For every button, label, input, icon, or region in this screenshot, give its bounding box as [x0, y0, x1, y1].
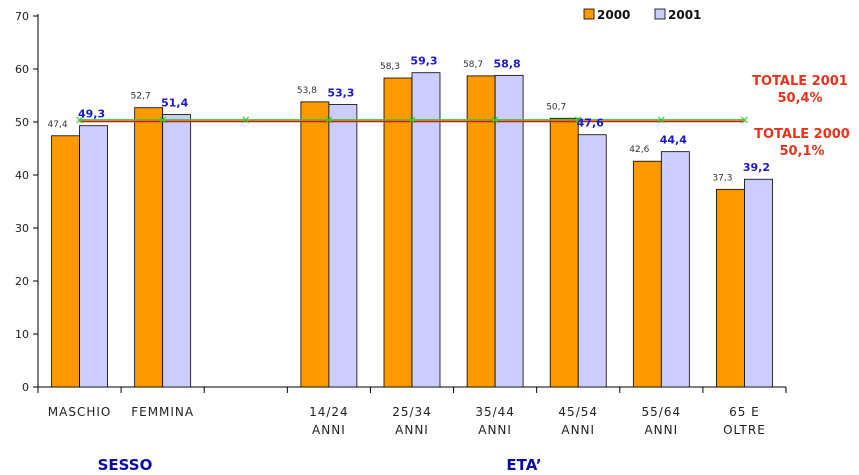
y-tick-label: 60 — [15, 63, 29, 76]
x-category-label: ANNI — [395, 423, 429, 437]
data-label-2001: 47,6 — [577, 117, 604, 130]
legend-swatch-2000 — [583, 8, 595, 20]
x-category-label: 45/54 — [558, 405, 598, 419]
data-label-2001: 51,4 — [161, 97, 188, 110]
x-category-label: ANNI — [644, 423, 678, 437]
total-2001-label: TOTALE 2001 — [752, 74, 848, 89]
data-label-2001: 59,3 — [410, 55, 437, 68]
y-tick-label: 40 — [15, 169, 29, 182]
total-2001-marker — [491, 116, 499, 124]
bar-2000 — [383, 77, 413, 388]
total-2000-label: TOTALE 2000 — [754, 127, 850, 142]
data-label-2001: 39,2 — [743, 161, 770, 174]
data-label-2001: 53,3 — [327, 87, 354, 100]
total-2001-marker — [76, 116, 83, 124]
x-category-label: ANNI — [478, 423, 512, 437]
data-label-2000: 47,4 — [48, 120, 68, 130]
y-tick-label: 30 — [15, 222, 29, 235]
x-category-label: 14/24 — [309, 405, 349, 419]
bar-2001 — [494, 74, 524, 388]
total-2001-marker — [159, 116, 167, 124]
legend-label-2001: 2001 — [668, 8, 701, 22]
data-label-2001: 58,8 — [494, 57, 521, 70]
y-tick-label: 0 — [22, 381, 29, 394]
total-annotations: TOTALE 2001 50,4% TOTALE 2000 50,1% — [752, 74, 850, 159]
y-tick-label: 20 — [15, 275, 29, 288]
x-category-label: FEMMINA — [131, 405, 194, 419]
bar-2000 — [466, 75, 496, 388]
x-category-label: ANNI — [312, 423, 346, 437]
axes: 0 10 20 30 40 50 60 70 MASCHIO FEMMINA 14/24 ANNI 25… — [15, 10, 787, 437]
group-labels: SESSO ETA’ — [98, 456, 542, 474]
x-category-label: ANNI — [561, 423, 595, 437]
bar-2000 — [134, 107, 164, 388]
legend-label-2000: 2000 — [597, 8, 630, 22]
total-2001-marker — [408, 116, 416, 124]
total-2001-marker — [657, 116, 665, 124]
y-tick-label: 10 — [15, 328, 29, 341]
bar-2000 — [300, 101, 330, 388]
bar-2001 — [79, 125, 108, 388]
data-label-2001: 44,4 — [660, 134, 687, 147]
total-2000-value: 50,1% — [779, 144, 824, 159]
data-label-2000: 58,7 — [463, 60, 483, 70]
total-2001-value: 50,4% — [777, 91, 822, 106]
bar-2000 — [549, 117, 579, 388]
bar-2000 — [716, 188, 745, 388]
x-category-label: 65 E — [729, 405, 760, 419]
data-label-2000: 52,7 — [131, 92, 151, 102]
total-2001-marker — [741, 116, 748, 124]
x-category-label: 35/44 — [475, 405, 515, 419]
data-labels: 47,4 52,7 53,8 58,3 58,7 50,7 42,6 37,3 49,3 51,4… — [48, 55, 770, 184]
total-2001-marker — [574, 116, 582, 124]
group-label-sesso: SESSO — [98, 456, 153, 474]
bars — [51, 72, 773, 388]
bar-2001 — [162, 114, 192, 388]
bar-2001 — [577, 134, 607, 388]
bar-2001 — [328, 104, 358, 388]
legend-swatch-2001 — [654, 8, 666, 20]
bar-2001 — [660, 151, 690, 388]
data-label-2000: 37,3 — [712, 173, 732, 183]
x-category-label: 25/34 — [392, 405, 432, 419]
reference-lines — [76, 116, 748, 124]
data-label-2000: 42,6 — [629, 145, 649, 155]
x-category-label: MASCHIO — [48, 405, 112, 419]
total-2001-marker — [325, 116, 333, 124]
group-label-eta: ETA’ — [506, 456, 541, 474]
y-tick-label: 70 — [15, 10, 29, 23]
bar-2001 — [744, 178, 773, 388]
data-label-2001: 49,3 — [78, 108, 105, 121]
x-category-label: OLTRE — [723, 423, 766, 437]
x-category-label: 55/64 — [642, 405, 682, 419]
y-tick-label: 50 — [15, 116, 29, 129]
bar-2000 — [632, 160, 662, 388]
data-label-2000: 53,8 — [297, 86, 317, 96]
bar-2000 — [51, 135, 80, 388]
data-label-2000: 58,3 — [380, 62, 400, 72]
legend: 2000 2001 — [583, 8, 701, 22]
data-label-2000: 50,7 — [546, 102, 566, 112]
bar-2001 — [411, 72, 441, 388]
total-2001-marker — [242, 116, 250, 124]
